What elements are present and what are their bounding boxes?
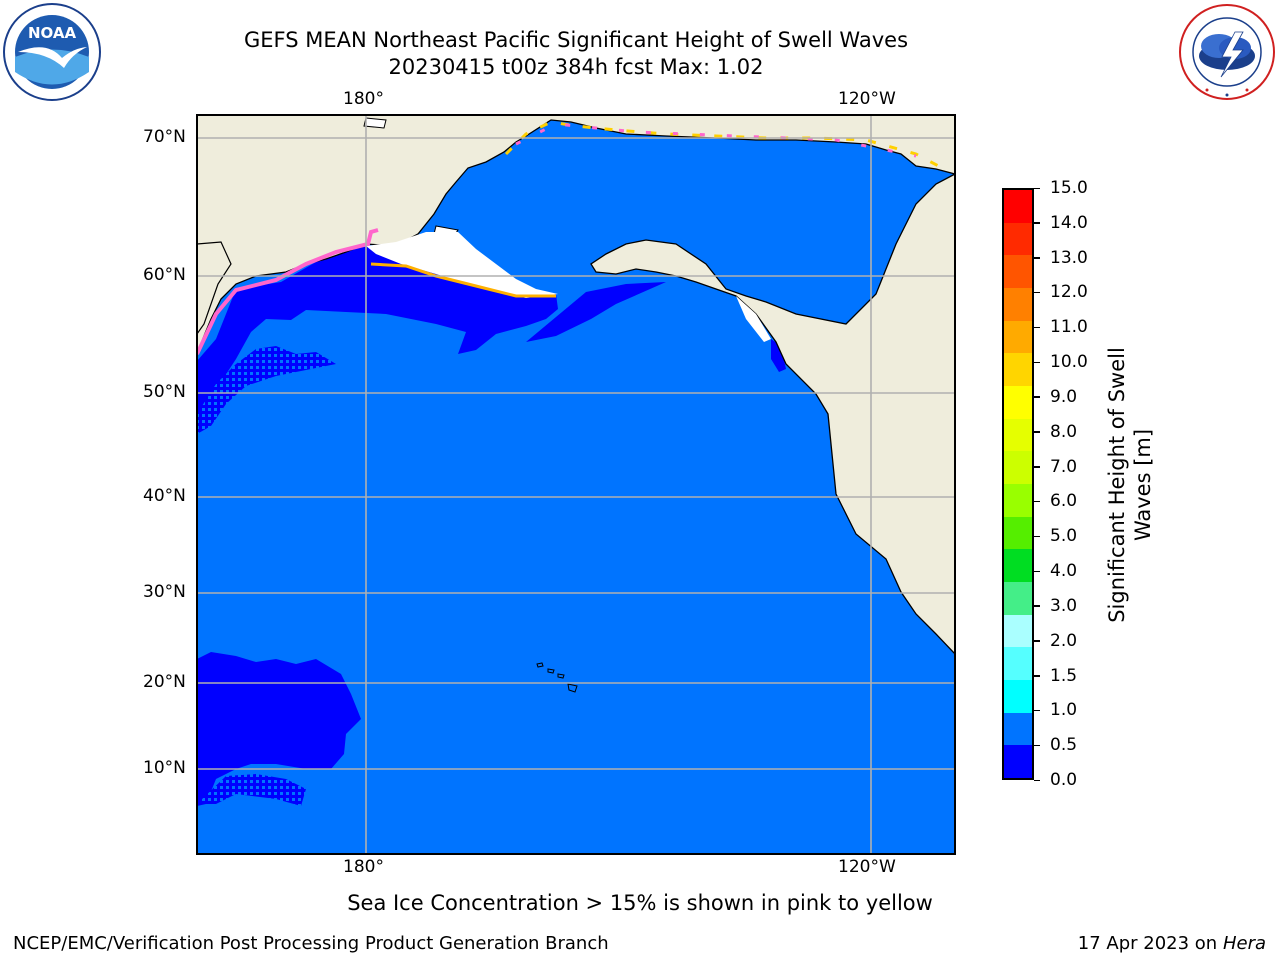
graticule: [196, 114, 956, 855]
noaa-logo-text: NOAA: [28, 24, 77, 42]
colorbar-segment: [1004, 582, 1032, 615]
colorbar-tick-label: 0.0: [1050, 770, 1078, 790]
lat-tick-50n: 50°N: [143, 382, 186, 402]
lat-tick-30n: 30°N: [143, 582, 186, 602]
colorbar-label-line1: Significant Height of Swell: [1105, 347, 1129, 623]
colorbar-ticks: 15.0 14.0 13.0 12.0 11.0 10.0 9.0 8.0 7.0 6.0 5.0 4…: [1034, 178, 1114, 790]
colorbar-segment: [1004, 549, 1032, 583]
colorbar-tick-label: 12.0: [1050, 282, 1088, 303]
colorbar-segment: [1004, 288, 1032, 321]
colorbar-segment: [1004, 647, 1032, 681]
colorbar-tick-label: 3.0: [1050, 595, 1078, 616]
chart-title-line1: GEFS MEAN Northeast Pacific Significant …: [243, 28, 909, 52]
lon-tick-top-180: 180°: [343, 89, 384, 109]
footer-date: 17 Apr 2023 on: [1077, 933, 1223, 954]
colorbar-tick-label: 9.0: [1050, 386, 1078, 407]
land-north-america: [590, 172, 956, 656]
colorbar-segments: [1004, 190, 1032, 779]
colorbar-segment: [1004, 712, 1032, 746]
colorbar-segment: [1004, 353, 1032, 387]
colorbar-tick-mark: [1034, 640, 1040, 642]
hawaii-islands: [536, 662, 578, 693]
nearshore-white-bc: [736, 296, 771, 342]
colorbar-tick-mark: [1034, 466, 1040, 468]
colorbar-segment: [1004, 745, 1032, 779]
lon-tick-bottom-180: 180°: [343, 857, 384, 877]
colorbar-label-line2: Waves [m]: [1131, 428, 1155, 542]
colorbar-tick-label: 10.0: [1050, 352, 1088, 373]
colorbar-tick-mark: [1034, 222, 1040, 224]
map-panel: [195, 114, 956, 855]
colorbar-segment: [1004, 320, 1032, 354]
colorbar-tick-mark: [1034, 535, 1040, 538]
footer-left: NCEP/EMC/Verification Post Processing Pr…: [13, 933, 609, 954]
lat-tick-60n: 60°N: [143, 265, 186, 285]
colorbar-tick-mark: [1034, 396, 1040, 398]
lon-tick-bottom-120w: 120°W: [838, 857, 896, 877]
colorbar-tick-label: 13.0: [1050, 247, 1088, 268]
low-swell-region-north: [197, 246, 558, 414]
colorbar-tick-mark: [1034, 361, 1040, 364]
colorbar-segment: [1004, 484, 1032, 517]
colorbar-tick-label: 8.0: [1050, 421, 1078, 442]
low-swell-region-alaska-coast: [526, 282, 666, 342]
colorbar-tick-mark: [1034, 257, 1040, 259]
ice-edge-bering: [195, 228, 379, 355]
lat-tick-40n: 40°N: [143, 486, 186, 506]
noaa-logo: NOAA: [2, 2, 102, 102]
colorbar-tick-mark: [1034, 675, 1040, 677]
colorbar-tick-label: 0.5: [1050, 735, 1078, 756]
colorbar: [1002, 188, 1034, 780]
colorbar-tick-label: 6.0: [1050, 491, 1078, 512]
nws-logo: [1177, 2, 1277, 102]
land-kamchatka-edge: [196, 241, 232, 336]
low-swell-region-bc: [771, 339, 786, 372]
colorbar-segment: [1004, 190, 1032, 223]
colorbar-segment: [1004, 516, 1032, 550]
colorbar-tick-mark: [1034, 605, 1040, 607]
low-swell-region-north-speckle: [197, 346, 336, 434]
lat-tick-70n: 70°N: [143, 127, 186, 147]
colorbar-tick-mark: [1034, 187, 1040, 189]
colorbar-tick-mark: [1034, 744, 1040, 747]
colorbar-segment: [1004, 418, 1032, 452]
land-arctic: [196, 114, 956, 355]
colorbar-tick-mark: [1034, 291, 1040, 294]
colorbar-tick-mark: [1034, 326, 1040, 329]
colorbar-tick-mark: [1034, 779, 1040, 781]
colorbar-tick-label: 5.0: [1050, 526, 1078, 547]
colorbar-tick-label: 7.0: [1050, 456, 1078, 477]
colorbar-segment: [1004, 451, 1032, 485]
colorbar-tick-label: 1.5: [1050, 665, 1078, 686]
footer-machine: Hera: [1222, 933, 1266, 954]
colorbar-tick-label: 14.0: [1050, 212, 1088, 233]
colorbar-tick-mark: [1034, 570, 1040, 573]
ice-region-bering: [366, 232, 558, 298]
colorbar-segment: [1004, 614, 1032, 648]
map-frame: [196, 114, 956, 855]
colorbar-tick-label: 4.0: [1050, 561, 1078, 582]
colorbar-segment: [1004, 386, 1032, 419]
colorbar-tick-label: 15.0: [1050, 178, 1088, 198]
colorbar-tick-label: 2.0: [1050, 630, 1078, 651]
colorbar-segment: [1004, 222, 1032, 256]
lat-tick-10n: 10°N: [143, 758, 186, 778]
colorbar-tick-mark: [1034, 431, 1040, 433]
low-swell-region-south: [197, 652, 361, 806]
low-swell-region-south-speckle: [197, 774, 306, 806]
lon-tick-top-120w: 120°W: [838, 89, 896, 109]
ice-edge-arctic: [504, 120, 947, 172]
colorbar-tick-label: 1.0: [1050, 700, 1078, 721]
lat-tick-20n: 20°N: [143, 672, 186, 692]
footer-right: 17 Apr 2023 on Hera: [1078, 933, 1266, 954]
chart-title-line2: 20230415 t00z 384h fcst Max: 1.02: [388, 55, 764, 79]
colorbar-tick-mark: [1034, 500, 1040, 503]
ice-edge-bering-yellow: [370, 262, 556, 298]
sea-ice-note: Sea Ice Concentration > 15% is shown in …: [347, 891, 933, 915]
colorbar-tick-label: 11.0: [1050, 317, 1088, 338]
colorbar-segment: [1004, 255, 1032, 289]
colorbar-tick-mark: [1034, 709, 1040, 712]
colorbar-segment: [1004, 680, 1032, 713]
